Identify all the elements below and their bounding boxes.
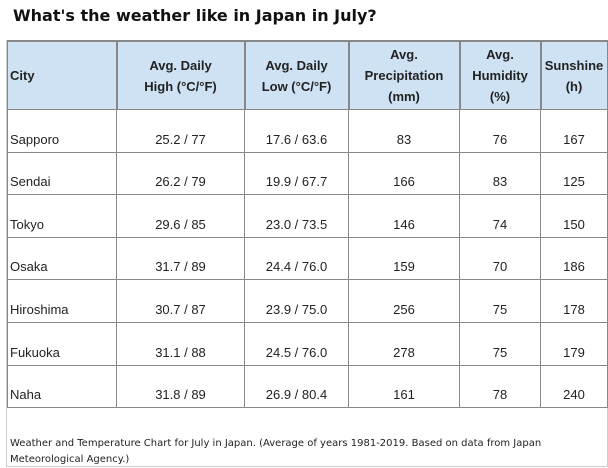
weather-table: City Avg. Daily High (°C/°F) Avg. Daily Low … <box>7 40 608 409</box>
cell-humidity: 76 <box>459 109 541 153</box>
header-text: Avg. Daily <box>149 57 212 73</box>
cell-sunshine: 179 <box>540 321 608 366</box>
header-text: Avg. Precipitation <box>364 47 444 83</box>
table-row: Naha 31.8 / 89 26.9 / 80.4 161 78 240 <box>7 364 608 409</box>
cell-avg-high: 31.8 / 89 <box>116 364 245 409</box>
header-sunshine: Sunshine (h) <box>540 40 608 110</box>
cell-city: Naha <box>7 364 117 409</box>
header-precipitation: Avg. Precipitation (mm) <box>348 40 461 110</box>
cell-sunshine: 240 <box>540 364 608 409</box>
cell-avg-low: 19.9 / 67.7 <box>244 151 349 196</box>
header-text: City <box>10 68 35 83</box>
cell-avg-high: 30.7 / 87 <box>116 279 245 323</box>
cell-avg-low: 23.0 / 73.5 <box>244 194 349 238</box>
cell-precipitation: 159 <box>348 236 460 281</box>
cell-precipitation: 256 <box>348 279 460 323</box>
cell-precipitation: 166 <box>348 151 460 196</box>
header-text: (mm) <box>388 89 420 104</box>
cell-humidity: 75 <box>459 321 541 366</box>
header-text: (h) <box>565 78 583 94</box>
weather-table-container: City Avg. Daily High (°C/°F) Avg. Daily Low … <box>6 40 608 468</box>
cell-precipitation: 278 <box>348 321 460 366</box>
header-text: Sunshine <box>544 57 604 73</box>
cell-avg-high: 29.6 / 85 <box>116 194 245 238</box>
cell-humidity: 83 <box>459 151 541 196</box>
cell-sunshine: 167 <box>540 109 608 153</box>
header-avg-high: Avg. Daily High (°C/°F) <box>116 40 246 110</box>
page-title: What's the weather like in Japan in July… <box>13 6 377 25</box>
cell-humidity: 75 <box>459 279 541 323</box>
cell-humidity: 78 <box>459 364 541 409</box>
cell-avg-high: 25.2 / 77 <box>116 109 245 153</box>
table-row: Tokyo 29.6 / 85 23.0 / 73.5 146 74 150 <box>7 194 608 238</box>
cell-avg-low: 17.6 / 63.6 <box>244 109 349 153</box>
table-row: Sendai 26.2 / 79 19.9 / 67.7 166 83 125 <box>7 151 608 196</box>
cell-avg-high: 31.7 / 89 <box>116 236 245 281</box>
table-row: Hiroshima 30.7 / 87 23.9 / 75.0 256 75 178 <box>7 279 608 323</box>
cell-avg-low: 24.4 / 76.0 <box>244 236 349 281</box>
cell-avg-low: 26.9 / 80.4 <box>244 364 349 409</box>
cell-precipitation: 161 <box>348 364 460 409</box>
table-row: Osaka 31.7 / 89 24.4 / 76.0 159 70 186 <box>7 236 608 281</box>
cell-sunshine: 150 <box>540 194 608 238</box>
cell-humidity: 70 <box>459 236 541 281</box>
table-caption: Weather and Temperature Chart for July i… <box>10 438 542 466</box>
cell-humidity: 74 <box>459 194 541 238</box>
header-text: High (°C/°F) <box>144 78 217 94</box>
header-text: Low (°C/°F) <box>261 78 332 94</box>
cell-avg-high: 26.2 / 79 <box>116 151 245 196</box>
header-text: Avg. <box>486 47 514 62</box>
cell-city: Osaka <box>7 236 117 281</box>
cell-avg-low: 24.5 / 76.0 <box>244 321 349 366</box>
table-row: Sapporo 25.2 / 77 17.6 / 63.6 83 76 167 <box>7 109 608 153</box>
header-avg-low: Avg. Daily Low (°C/°F) <box>244 40 350 110</box>
header-text: Avg. Daily <box>265 57 328 73</box>
cell-sunshine: 178 <box>540 279 608 323</box>
header-humidity: Avg. Humidity (%) <box>459 40 542 110</box>
cell-city: Fukuoka <box>7 321 117 366</box>
cell-precipitation: 146 <box>348 194 460 238</box>
header-text: Humidity <box>472 68 528 83</box>
header-text: (%) <box>489 89 511 104</box>
cell-avg-low: 23.9 / 75.0 <box>244 279 349 323</box>
cell-avg-high: 31.1 / 88 <box>116 321 245 366</box>
cell-city: Tokyo <box>7 194 117 238</box>
header-city: City <box>7 40 118 110</box>
table-row: Fukuoka 31.1 / 88 24.5 / 76.0 278 75 179 <box>7 321 608 366</box>
cell-city: Hiroshima <box>7 279 117 323</box>
cell-sunshine: 125 <box>540 151 608 196</box>
header-row: City Avg. Daily High (°C/°F) Avg. Daily Low … <box>7 40 608 110</box>
cell-city: Sendai <box>7 151 117 196</box>
cell-city: Sapporo <box>7 109 117 153</box>
cell-sunshine: 186 <box>540 236 608 281</box>
cell-precipitation: 83 <box>348 109 460 153</box>
